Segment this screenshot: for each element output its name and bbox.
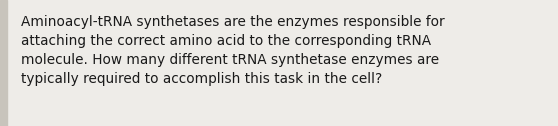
- Text: Aminoacyl-tRNA synthetases are the enzymes responsible for
attaching the correct: Aminoacyl-tRNA synthetases are the enzym…: [21, 15, 445, 86]
- Bar: [0, 0, 7, 126]
